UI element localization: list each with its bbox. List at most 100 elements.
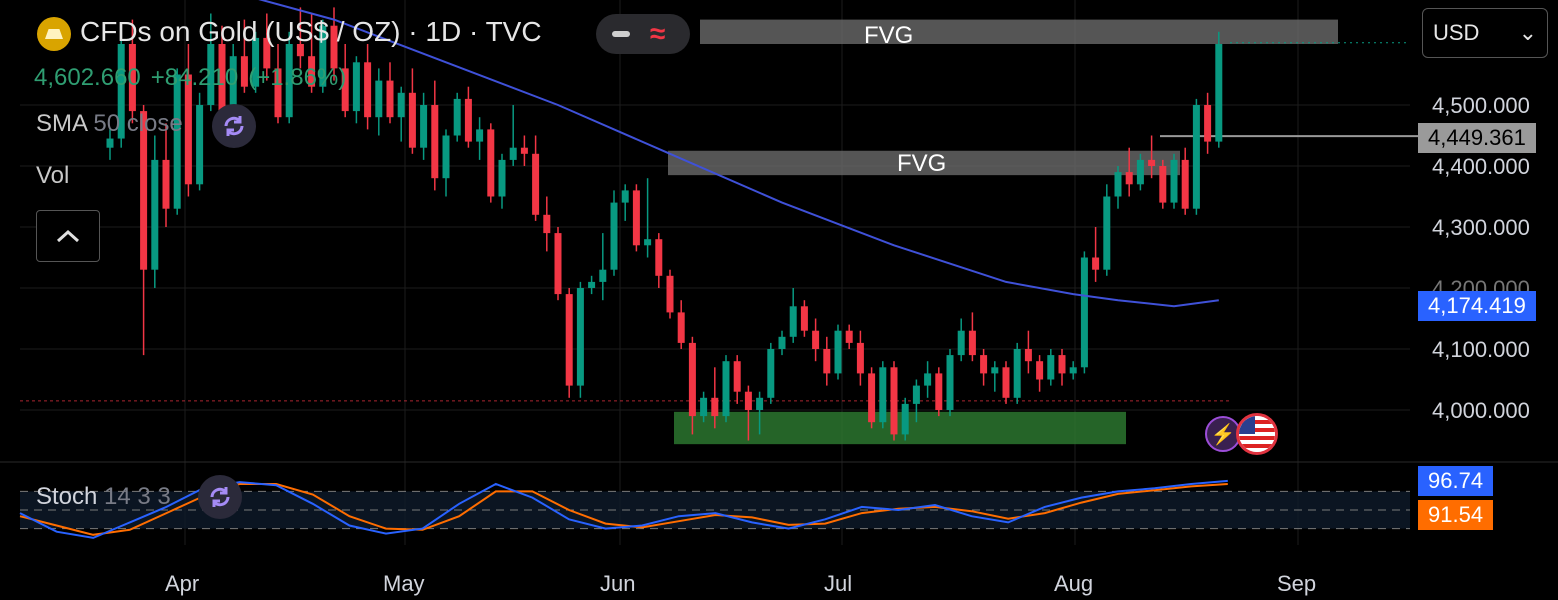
currency-select[interactable]: USD ⌄ <box>1422 8 1548 58</box>
refresh-icon[interactable] <box>212 104 256 148</box>
price-tick: 4,100.000 <box>1432 337 1530 362</box>
candle-body <box>1125 172 1133 185</box>
candle-body <box>957 330 965 356</box>
candle-body <box>442 135 450 179</box>
candle-body <box>453 98 461 136</box>
price-tick: 4,300.000 <box>1432 215 1530 240</box>
waves-icon[interactable]: ≈ <box>650 18 666 49</box>
candle-body <box>1024 349 1032 362</box>
collapse-legend-button[interactable] <box>36 210 100 262</box>
sma-params: 50 close <box>93 110 183 137</box>
time-label: Jun <box>600 571 636 596</box>
fvg-lower-label: FVG <box>897 150 947 177</box>
price-tick: 4,000.000 <box>1432 398 1530 423</box>
lightning-event-icon[interactable]: ⚡ <box>1205 416 1241 452</box>
candle-body <box>431 105 439 179</box>
symbol-title[interactable]: CFDs on Gold (US$ / OZ) · 1D · TVC <box>80 16 542 47</box>
candle-body <box>1058 355 1066 374</box>
candle-body <box>1114 172 1122 197</box>
candle-body <box>218 44 226 112</box>
candle-body <box>1013 349 1021 398</box>
candle-body <box>1036 361 1044 380</box>
stoch-d-tag: 91.54 <box>1418 500 1494 530</box>
candle-body <box>509 147 517 160</box>
candle-body <box>106 138 114 148</box>
candle-body <box>1047 355 1055 380</box>
sma50-line <box>258 0 1219 308</box>
candle-body <box>498 159 506 197</box>
candle-body <box>341 68 349 112</box>
candle-body <box>117 44 125 139</box>
candle-body <box>487 129 495 197</box>
time-label: Aug <box>1054 571 1094 596</box>
stoch-name: Stoch <box>36 483 98 510</box>
candle-body <box>330 25 338 69</box>
price-change-pct: (+1.86%) <box>248 64 347 91</box>
candle-body <box>666 275 674 313</box>
candle-body <box>364 62 372 118</box>
time-label: Sep <box>1277 571 1317 596</box>
stoch-refresh-icon[interactable] <box>198 475 242 519</box>
candle-body <box>1103 196 1111 270</box>
sma-value-tag: 4,174.419 <box>1418 291 1536 321</box>
candle-body <box>924 373 932 386</box>
candle-body <box>296 44 304 57</box>
candle-body <box>1181 159 1189 209</box>
candle-body <box>834 330 842 374</box>
sma-legend[interactable]: SMA 50 close <box>36 110 183 138</box>
us-flag-event-icon[interactable] <box>1236 413 1278 455</box>
candle-body <box>901 403 909 435</box>
minus-icon[interactable] <box>612 31 630 37</box>
candle-body <box>532 153 540 215</box>
candle-body <box>946 355 954 410</box>
candle-body <box>733 361 741 392</box>
candle-body <box>285 44 293 118</box>
candle-body <box>812 330 820 349</box>
price-tick: 4,400.000 <box>1432 154 1530 179</box>
candle-body <box>1159 166 1167 203</box>
candle-body <box>599 269 607 282</box>
candle-body <box>722 361 730 417</box>
candle-body <box>588 281 596 288</box>
candle-body <box>644 239 652 246</box>
fvg-zone-upper <box>700 19 1338 44</box>
candle-body <box>196 105 204 185</box>
candle-body <box>151 159 159 270</box>
candle-body <box>520 147 528 154</box>
fvg-upper-label: FVG <box>864 22 914 49</box>
chart-toggle-pill[interactable] <box>596 14 690 54</box>
candle-body <box>935 373 943 410</box>
stoch-k-tag: 96.74 <box>1418 466 1494 496</box>
candle-body <box>621 190 629 203</box>
candle-body <box>744 391 752 410</box>
candle-body <box>778 336 786 349</box>
candle-body <box>610 202 618 270</box>
candle-body <box>576 288 584 386</box>
stoch-legend[interactable]: Stoch 14 3 3 <box>36 483 171 511</box>
gold-symbol-icon <box>37 17 71 51</box>
candle-body <box>397 92 405 118</box>
candle-body <box>823 349 831 374</box>
sma-name: SMA <box>36 110 87 137</box>
candle-body <box>352 62 360 112</box>
candle-body <box>476 129 484 142</box>
candle-body <box>252 37 260 87</box>
chevron-down-icon: ⌄ <box>1518 20 1537 45</box>
candle-body <box>968 330 976 356</box>
candle-body <box>980 355 988 374</box>
chevron-up-icon <box>56 229 80 243</box>
support-zone-box <box>674 411 1126 445</box>
candle-body <box>420 105 428 148</box>
candle-body <box>756 397 764 410</box>
fvg-zone-lower <box>668 150 1180 176</box>
candle-body <box>386 80 394 118</box>
candle-body <box>1204 105 1212 142</box>
candle-body <box>789 306 797 337</box>
price-readout: 4,602.660 +84.210 (+1.86%) <box>34 64 356 92</box>
vol-legend[interactable]: Vol <box>36 162 70 189</box>
candle-body <box>1080 257 1088 368</box>
time-label: Jul <box>824 571 853 596</box>
candle-body <box>1069 367 1077 374</box>
candle-body <box>655 239 663 276</box>
